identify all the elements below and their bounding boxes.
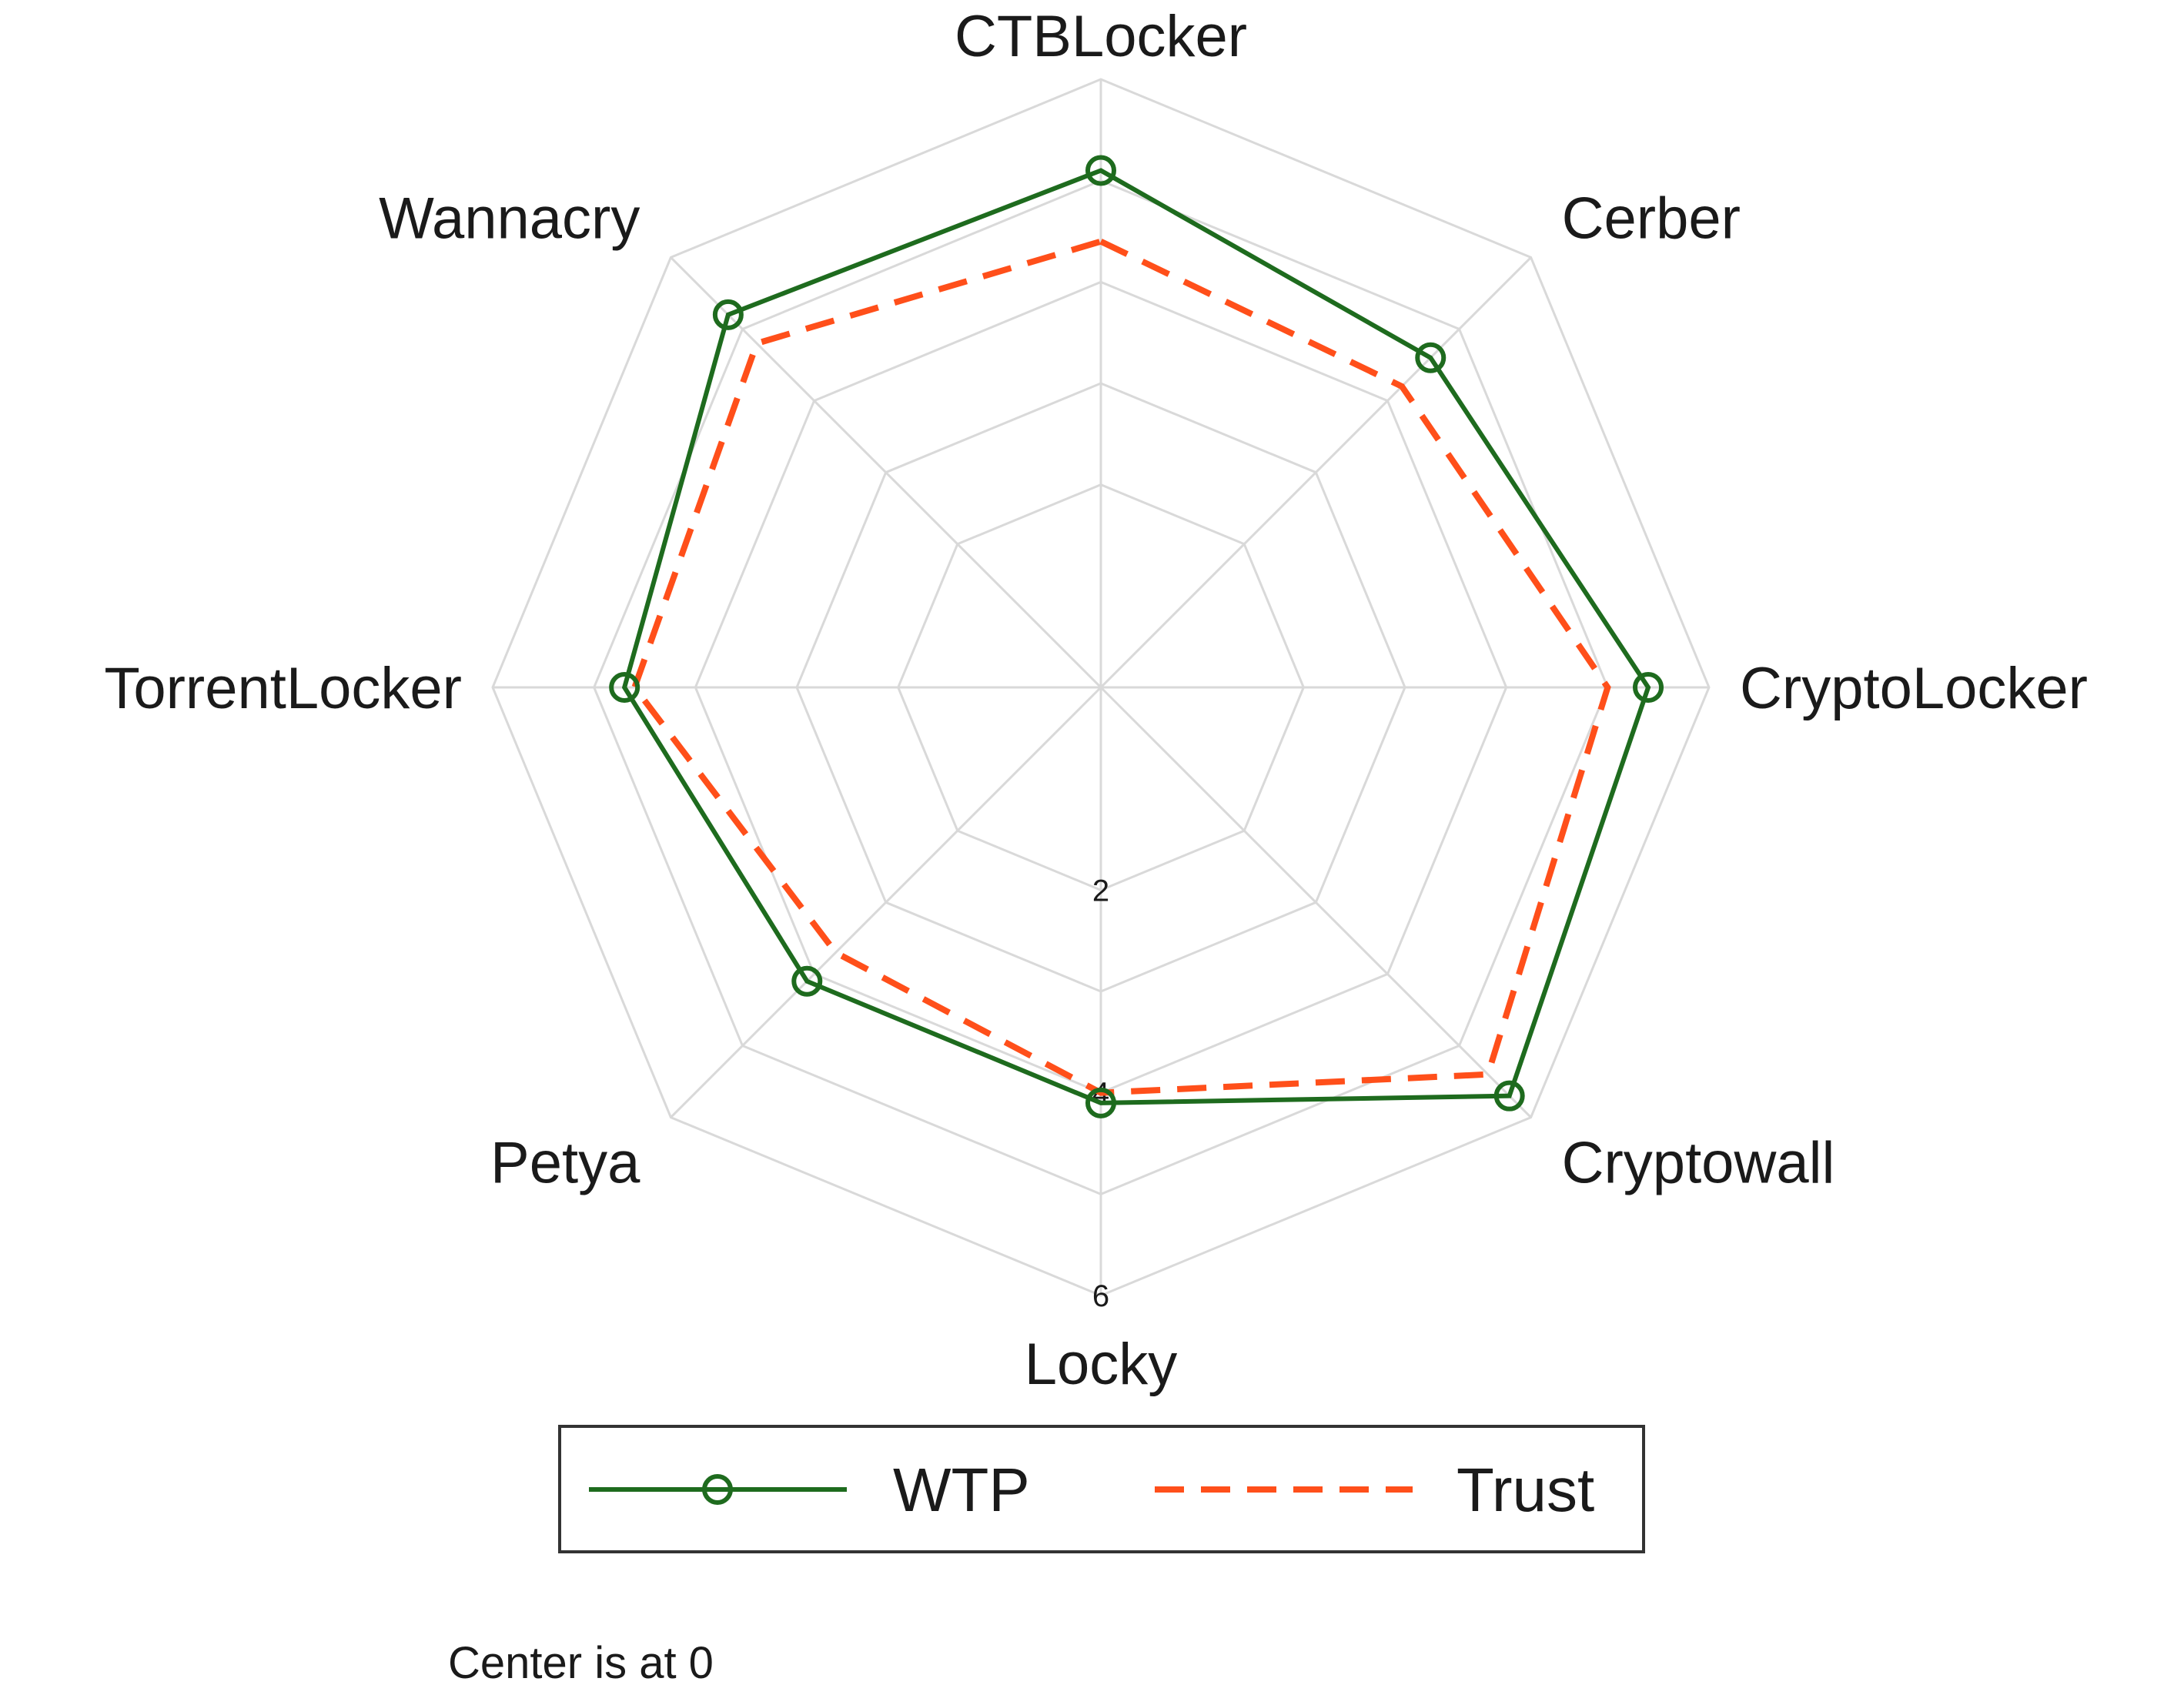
point-wtp-torrentlocker (609, 672, 640, 703)
category-label-cryptowall: Cryptowall (1562, 1131, 1835, 1196)
point-wtp-ctblocker (1085, 155, 1116, 186)
tick-label-6: 6 (1092, 1279, 1109, 1313)
legend: WTP Trust (558, 1425, 1645, 1553)
category-label-petya: Petya (490, 1131, 640, 1196)
tick-label-2: 2 (1092, 874, 1109, 908)
point-wtp-wannacry (712, 299, 744, 330)
category-label-cerber: Cerber (1562, 186, 1741, 251)
category-label-cryptolocker: CryptoLocker (1740, 656, 2088, 721)
radar-grid (491, 78, 1711, 1297)
point-wtp-cerber (1415, 342, 1447, 373)
point-wtp-petya (791, 965, 823, 997)
spoke-cryptowall (1099, 686, 1532, 1118)
category-label-locky: Locky (1025, 1332, 1178, 1397)
spoke-petya (670, 686, 1102, 1118)
legend-marker-wtp (702, 1474, 733, 1505)
legend-label-trust: Trust (1457, 1456, 1594, 1524)
category-labels: CTBLocker Cerber CryptoLocker Cryptowall Loc… (104, 4, 2088, 1397)
center-note: Center is at 0 (448, 1638, 714, 1688)
spoke-cerber (1099, 256, 1532, 689)
spoke-wannacry (670, 256, 1102, 689)
point-wtp-cryptolocker (1633, 672, 1664, 703)
category-label-torrentlocker: TorrentLocker (104, 656, 462, 721)
point-wtp-cryptowall (1493, 1080, 1525, 1112)
legend-label-wtp: WTP (893, 1456, 1030, 1524)
point-wtp-locky (1085, 1087, 1116, 1118)
series-trust (630, 238, 1611, 1096)
series-wtp (621, 168, 1651, 1105)
category-label-ctblocker: CTBLocker (955, 4, 1247, 69)
series-layer (609, 155, 1664, 1118)
category-label-wannacry: Wannacry (379, 186, 640, 251)
